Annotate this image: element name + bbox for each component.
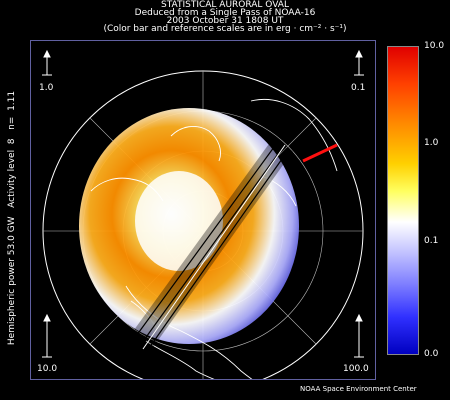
ref-scale-top-right: 0.1 <box>351 83 366 93</box>
chart-title: STATISTICAL AURORAL OVAL <box>161 0 289 10</box>
credit-label: NOAA Space Environment Center <box>300 385 417 393</box>
ref-scale-top-left: 1.0 <box>39 83 54 93</box>
map-frame: 1.0 0.1 10.0 100.0 <box>30 40 376 380</box>
polar-cap <box>135 171 223 271</box>
coastlines <box>90 98 338 379</box>
units-note: (Color bar and reference scales are in e… <box>103 24 347 34</box>
colorbar-label-0-1: 0.1 <box>424 236 439 246</box>
color-bar <box>387 46 419 355</box>
colorbar-label-min: 0.0 <box>424 349 439 359</box>
colorbar-label-max: 10.0 <box>424 41 445 51</box>
satellite-swath <box>126 141 293 353</box>
sun-direction-marker <box>302 143 338 163</box>
reference-arrows <box>42 49 364 358</box>
chart-subtitle: Deduced from a Single Pass of NOAA-16 <box>134 8 316 18</box>
ref-scale-bottom-left: 10.0 <box>37 364 58 374</box>
hemispheric-power-label: Hemispheric power 53.0 GW Activity level… <box>7 90 17 346</box>
timestamp-label: 2003 October 31 1808 UT <box>166 16 284 26</box>
polar-map <box>42 49 364 379</box>
ref-scale-bottom-right: 100.0 <box>343 364 369 374</box>
colorbar-label-1: 1.0 <box>424 138 439 148</box>
